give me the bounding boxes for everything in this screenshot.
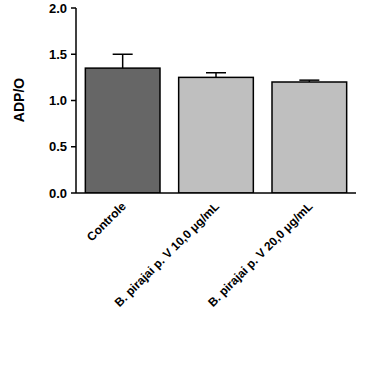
bar [85,68,160,193]
y-tick-label: 2.0 [49,1,67,16]
error-cap [299,79,319,81]
x-tick-label: B. pirajai p. V 20,0 μg/mL [205,199,315,309]
plot-area [85,54,346,193]
y-tick [71,146,76,148]
error-cap [113,54,133,56]
y-tick-label: 1.5 [49,47,67,62]
error-cap [206,72,226,74]
y-tick [71,100,76,102]
bar [179,77,254,193]
y-tick-label: 1.0 [49,93,67,108]
y-tick [71,7,76,9]
x-tick-label: Controle [84,199,129,244]
y-tick-label: 0.0 [49,186,67,201]
x-axis [76,192,356,194]
bar [272,82,347,193]
chart: 0.0 0.5 1.0 1.5 2.0 ControleB. pirajai p. V 1… [0,0,374,384]
y-tick-label: 0.5 [49,139,67,154]
y-tick [71,192,76,194]
x-tick-label: B. pirajai p. V 10,0 μg/mL [112,199,222,309]
y-axis-label: ADP/O [11,78,27,122]
error-stem [122,54,124,68]
y-tick [71,54,76,56]
error-bar [113,54,133,68]
